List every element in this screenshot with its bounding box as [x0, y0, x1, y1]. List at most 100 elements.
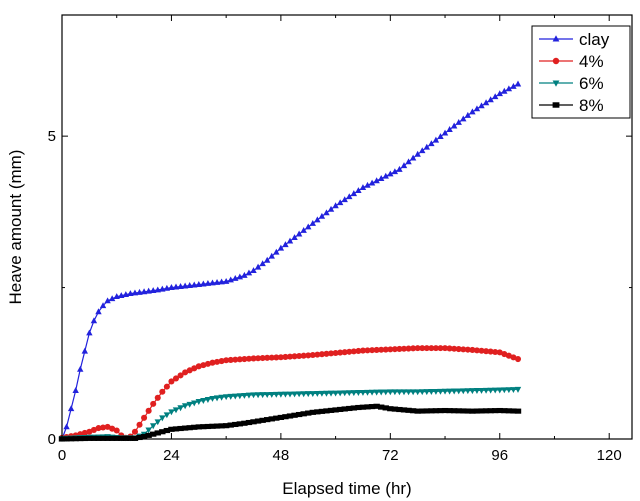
- data-point: [213, 279, 221, 285]
- data-point: [232, 356, 239, 363]
- data-point: [268, 416, 275, 422]
- data-point: [327, 390, 335, 397]
- data-point: [177, 283, 184, 289]
- data-point: [410, 345, 417, 352]
- data-point: [259, 354, 266, 362]
- data-point: [446, 408, 453, 414]
- data-point: [487, 96, 494, 103]
- data-point: [99, 302, 107, 309]
- data-point: [314, 409, 321, 415]
- legend-label: 4%: [579, 52, 604, 71]
- data-point: [131, 289, 139, 296]
- data-point: [145, 407, 152, 414]
- data-point: [309, 351, 316, 359]
- data-point: [264, 417, 271, 423]
- data-point: [364, 404, 371, 410]
- legend-marker: [552, 80, 560, 87]
- data-point: [419, 389, 426, 396]
- data-point: [309, 409, 316, 415]
- axes: 0 24 48 72 96 120 0 5: [48, 15, 632, 464]
- data-point: [460, 115, 467, 122]
- data-point: [414, 408, 421, 414]
- data-point: [469, 108, 476, 115]
- data-point: [387, 170, 394, 177]
- data-point: [186, 282, 193, 288]
- data-point: [295, 411, 303, 418]
- series-line: [61, 83, 519, 440]
- data-point: [159, 415, 166, 422]
- data-point: [282, 391, 289, 398]
- data-point: [268, 354, 275, 361]
- data-point: [282, 241, 289, 248]
- data-point: [473, 347, 480, 354]
- data-point: [214, 358, 221, 365]
- data-point: [236, 393, 244, 400]
- data-point: [387, 389, 394, 396]
- data-point: [222, 394, 230, 401]
- data-point: [291, 234, 298, 240]
- data-point: [478, 102, 485, 109]
- data-point: [295, 230, 303, 237]
- data-point: [514, 80, 522, 87]
- data-point: [182, 369, 189, 376]
- data-point: [378, 346, 385, 353]
- data-point: [337, 349, 344, 356]
- data-point: [328, 350, 335, 357]
- data-point: [268, 252, 275, 259]
- data-point: [450, 122, 458, 129]
- data-point: [236, 273, 244, 280]
- data-point: [336, 390, 344, 397]
- plot-area: [58, 80, 522, 442]
- data-point: [432, 136, 440, 143]
- data-point: [273, 415, 280, 421]
- data-point: [245, 269, 253, 276]
- data-point: [323, 408, 330, 414]
- data-point: [350, 348, 357, 355]
- data-point: [168, 284, 175, 290]
- data-point: [455, 408, 462, 414]
- data-point: [245, 419, 253, 426]
- data-point: [232, 393, 239, 400]
- data-point: [100, 424, 107, 431]
- data-point: [264, 256, 271, 263]
- data-point: [382, 346, 389, 353]
- data-point: [405, 389, 412, 396]
- data-point: [396, 345, 403, 352]
- data-point: [423, 143, 430, 150]
- data-point: [163, 412, 171, 419]
- data-point: [460, 346, 467, 353]
- data-point: [492, 348, 499, 356]
- data-point: [254, 392, 262, 399]
- data-point: [104, 423, 111, 430]
- data-point: [118, 292, 125, 299]
- data-point: [327, 205, 335, 212]
- data-point: [487, 408, 494, 414]
- legend-item: 4%: [539, 52, 604, 71]
- data-point: [464, 388, 472, 395]
- data-point: [428, 389, 435, 395]
- data-point: [273, 248, 280, 255]
- data-point: [145, 432, 152, 438]
- data-point: [200, 398, 207, 404]
- data-point: [391, 389, 399, 396]
- data-point: [387, 406, 394, 412]
- data-point: [131, 435, 139, 441]
- data-point: [172, 375, 180, 382]
- data-point: [150, 287, 157, 293]
- data-point: [227, 393, 234, 400]
- data-point: [181, 403, 189, 410]
- data-point: [218, 278, 225, 285]
- data-point: [145, 287, 152, 294]
- data-point: [505, 387, 513, 394]
- data-point: [441, 129, 449, 136]
- data-point: [104, 435, 111, 441]
- data-point: [341, 406, 348, 412]
- data-point: [273, 391, 280, 398]
- data-point: [195, 281, 202, 287]
- data-point: [400, 389, 408, 396]
- data-point: [209, 423, 216, 429]
- data-point: [455, 118, 462, 125]
- data-point: [108, 295, 116, 302]
- data-point: [437, 408, 444, 414]
